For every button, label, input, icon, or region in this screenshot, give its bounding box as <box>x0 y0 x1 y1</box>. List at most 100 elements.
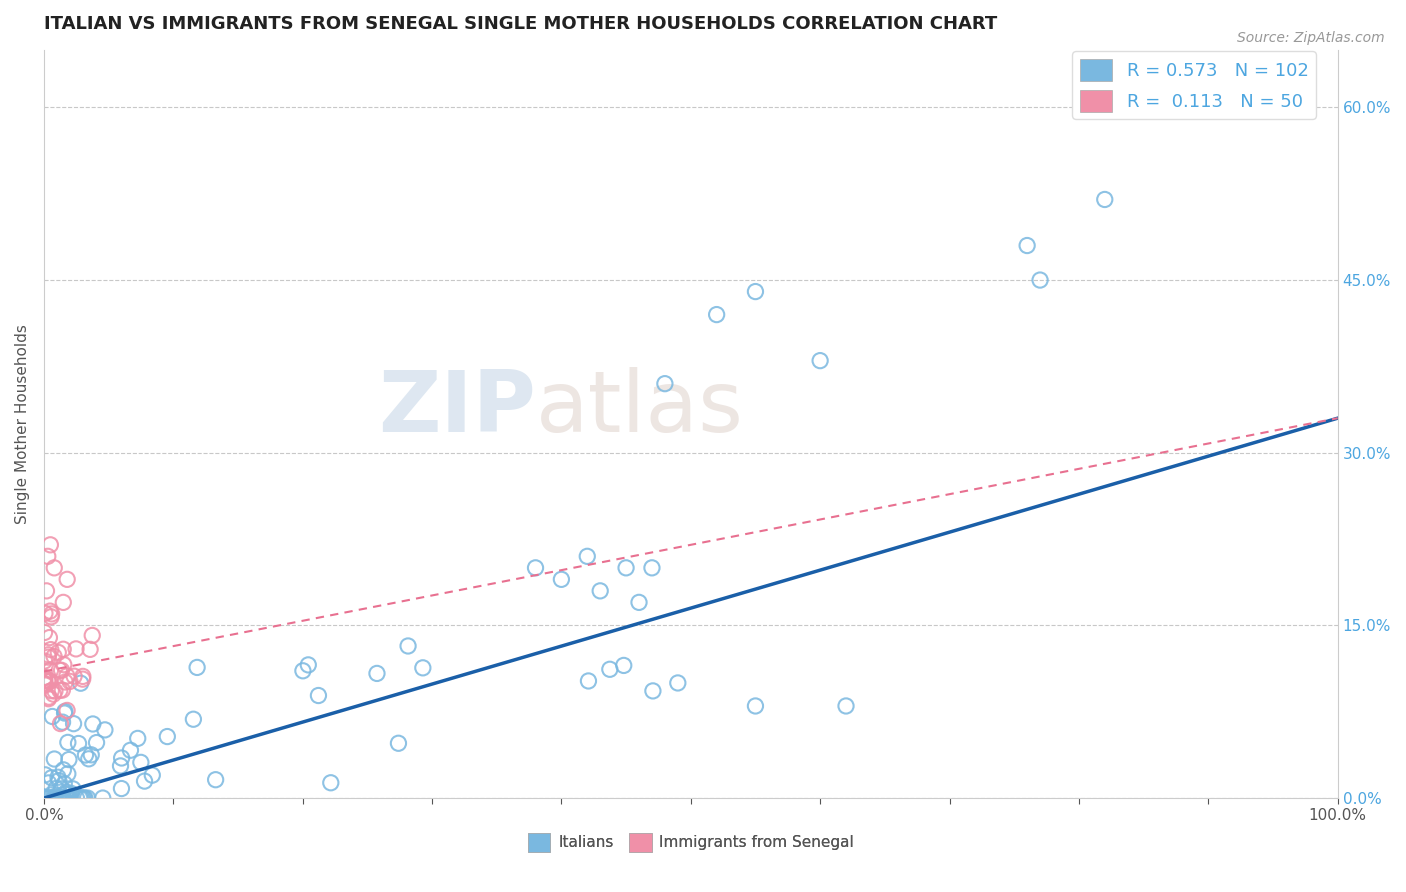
Point <box>72 791 94 805</box>
Point <box>34 625 56 640</box>
Point <box>38 776 60 790</box>
Point <box>204 772 226 787</box>
Point <box>35 791 58 805</box>
Point <box>76 791 98 805</box>
Point <box>59 674 82 689</box>
Point <box>75 747 97 762</box>
Point <box>51 715 73 730</box>
Point <box>41 791 63 805</box>
Point <box>67 737 90 751</box>
Point <box>127 731 149 746</box>
Point <box>39 642 62 657</box>
Point <box>34 673 56 688</box>
Point <box>41 607 63 621</box>
Point <box>48 791 70 805</box>
Point <box>39 609 62 624</box>
Point <box>86 735 108 749</box>
Point <box>34 671 56 685</box>
Point <box>51 663 73 677</box>
Text: ZIP: ZIP <box>378 368 536 450</box>
Point <box>134 774 156 789</box>
Point <box>49 683 72 698</box>
Point <box>34 791 56 805</box>
Point <box>186 660 208 674</box>
Point <box>65 641 87 656</box>
Point <box>37 691 59 706</box>
Point <box>599 662 621 676</box>
Point <box>38 674 60 689</box>
Point <box>56 703 79 717</box>
Point <box>69 791 91 805</box>
Point <box>319 776 342 790</box>
Point <box>524 561 547 575</box>
Point <box>34 791 56 805</box>
Point <box>48 791 70 805</box>
Point <box>39 788 62 802</box>
Point <box>808 353 831 368</box>
Text: ITALIAN VS IMMIGRANTS FROM SENEGAL SINGLE MOTHER HOUSEHOLDS CORRELATION CHART: ITALIAN VS IMMIGRANTS FROM SENEGAL SINGL… <box>44 15 997 33</box>
Point <box>58 753 80 767</box>
Point <box>56 767 79 781</box>
Point <box>45 781 67 796</box>
Point <box>129 756 152 770</box>
Point <box>1017 238 1039 252</box>
Point <box>46 770 69 784</box>
Point <box>641 684 664 698</box>
Point <box>60 787 83 801</box>
Point <box>56 791 79 805</box>
Point <box>44 561 66 575</box>
Point <box>52 642 75 657</box>
Point <box>42 649 65 664</box>
Point <box>156 730 179 744</box>
Point <box>73 791 96 805</box>
Point <box>63 669 86 683</box>
Point <box>51 791 73 805</box>
Point <box>94 723 117 737</box>
Point <box>91 791 114 805</box>
Point <box>39 663 62 677</box>
Point <box>34 678 56 692</box>
Point <box>42 687 65 701</box>
Point <box>34 654 56 668</box>
Point <box>52 595 75 609</box>
Point <box>48 791 70 805</box>
Point <box>46 645 69 659</box>
Y-axis label: Single Mother Households: Single Mother Households <box>15 324 30 524</box>
Point <box>39 683 62 698</box>
Point <box>56 572 79 586</box>
Point <box>70 791 93 805</box>
Point <box>35 583 58 598</box>
Point <box>110 759 132 773</box>
Point <box>56 669 79 683</box>
Point <box>37 650 59 665</box>
Point <box>44 684 66 698</box>
Point <box>55 791 77 805</box>
Point <box>53 675 76 690</box>
Point <box>297 657 319 672</box>
Point <box>52 763 75 777</box>
Point <box>44 752 66 766</box>
Point <box>53 706 76 720</box>
Point <box>72 672 94 686</box>
Point <box>627 595 650 609</box>
Point <box>37 673 59 688</box>
Point <box>65 791 87 805</box>
Point <box>52 791 75 805</box>
Point <box>73 791 96 805</box>
Point <box>666 676 689 690</box>
Point <box>141 768 163 782</box>
Point <box>42 791 65 805</box>
Point <box>72 669 94 683</box>
Point <box>34 676 56 690</box>
Point <box>55 785 77 799</box>
Point <box>34 670 56 684</box>
Point <box>45 791 67 805</box>
Point <box>79 642 101 657</box>
Point <box>111 751 134 765</box>
Point <box>744 698 766 713</box>
Point <box>41 709 63 723</box>
Point <box>387 736 409 750</box>
Point <box>291 664 314 678</box>
Point <box>41 771 63 785</box>
Point <box>35 791 58 805</box>
